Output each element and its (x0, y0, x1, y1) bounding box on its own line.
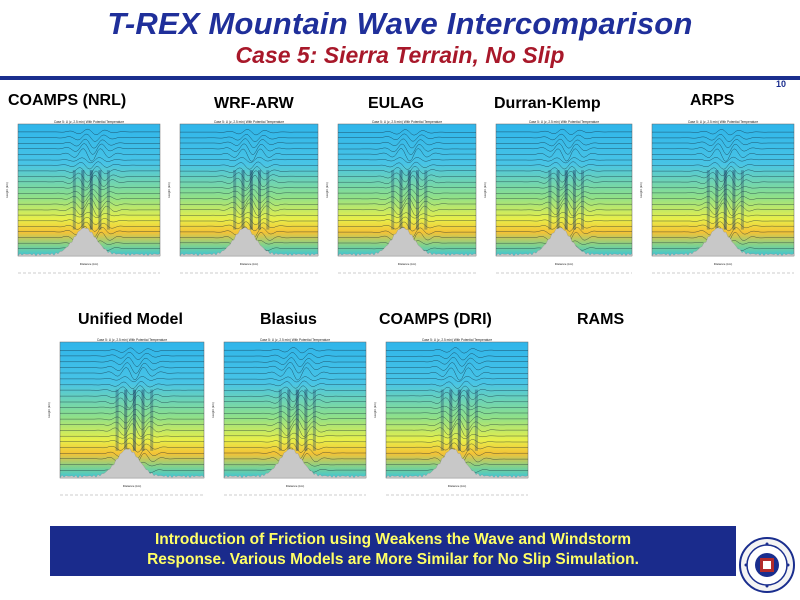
svg-text:Case 5: U (z, 2.5 min) With Po: Case 5: U (z, 2.5 min) With Potential Te… (97, 338, 167, 342)
conclusion-banner: Introduction of Friction using Weakens t… (50, 526, 736, 576)
model-label-unified-model: Unified Model (78, 311, 183, 328)
conclusion-line-2: Response. Various Models are More Simila… (147, 551, 639, 568)
page-number: 10 (776, 79, 787, 89)
svg-text:Height (km): Height (km) (167, 182, 171, 198)
svg-text:Height (km): Height (km) (325, 182, 329, 198)
conclusion-line-1: Introduction of Friction using Weakens t… (154, 531, 632, 548)
svg-text:Case 5: U (z, 2.5 min) With Po: Case 5: U (z, 2.5 min) With Potential Te… (214, 120, 284, 124)
panel-eulag: Case 5: U (z, 2.5 min) With Potential Te… (322, 116, 480, 278)
institution-seal-icon (738, 536, 796, 594)
svg-text:Distance (km): Distance (km) (123, 484, 142, 488)
svg-text:Height (km): Height (km) (47, 402, 51, 418)
title-divider (0, 76, 800, 80)
svg-text:Distance (km): Distance (km) (398, 262, 417, 266)
svg-text:Case 5: U (z, 2.5 min) With Po: Case 5: U (z, 2.5 min) With Potential Te… (422, 338, 492, 342)
svg-text:Case 5: U (z, 2.5 min) With Po: Case 5: U (z, 2.5 min) With Potential Te… (372, 120, 442, 124)
model-label-wrf-arw: WRF-ARW (214, 95, 294, 112)
slide-subtitle: Case 5: Sierra Terrain, No Slip (235, 42, 565, 68)
panel-coamps-nrl: Case 5: U (z, 2.5 min) With Potential Te… (2, 116, 164, 278)
svg-text:Distance (km): Distance (km) (286, 484, 305, 488)
panel-unified-model: Case 5: U (z, 2.5 min) With Potential Te… (44, 334, 208, 500)
panel-durran-klemp: Case 5: U (z, 2.5 min) With Potential Te… (480, 116, 636, 278)
svg-text:Case 5: U (z, 2.5 min) With Po: Case 5: U (z, 2.5 min) With Potential Te… (54, 120, 124, 124)
model-label-durran-klemp: Durran-Klemp (494, 95, 601, 112)
svg-text:Height (km): Height (km) (373, 402, 377, 418)
model-label-eulag: EULAG (368, 95, 424, 112)
svg-text:Case 5: U (z, 2.5 min) With Po: Case 5: U (z, 2.5 min) With Potential Te… (260, 338, 330, 342)
panel-coamps-dri: Case 5: U (z, 2.5 min) With Potential Te… (370, 334, 532, 500)
panel-arps: Case 5: U (z, 2.5 min) With Potential Te… (636, 116, 798, 278)
svg-text:Distance (km): Distance (km) (714, 262, 733, 266)
model-label-rams: RAMS (577, 311, 625, 328)
model-label-blasius: Blasius (260, 311, 317, 328)
svg-text:Height (km): Height (km) (5, 182, 9, 198)
svg-text:Distance (km): Distance (km) (240, 262, 259, 266)
svg-text:Distance (km): Distance (km) (555, 262, 574, 266)
svg-text:Distance (km): Distance (km) (80, 262, 99, 266)
svg-text:Height (km): Height (km) (483, 182, 487, 198)
svg-text:Height (km): Height (km) (211, 402, 215, 418)
model-label-arps: ARPS (690, 92, 735, 109)
model-label-coamps-dri: COAMPS (DRI) (379, 311, 492, 328)
model-label-coamps-nrl: COAMPS (NRL) (8, 92, 127, 109)
svg-text:Case 5: U (z, 2.5 min) With Po: Case 5: U (z, 2.5 min) With Potential Te… (529, 120, 599, 124)
panel-blasius: Case 5: U (z, 2.5 min) With Potential Te… (208, 334, 370, 500)
svg-text:Case 5: U (z, 2.5 min) With Po: Case 5: U (z, 2.5 min) With Potential Te… (688, 120, 758, 124)
svg-text:Distance (km): Distance (km) (448, 484, 467, 488)
panel-wrf-arw: Case 5: U (z, 2.5 min) With Potential Te… (164, 116, 322, 278)
svg-text:Height (km): Height (km) (639, 182, 643, 198)
slide-title: T-REX Mountain Wave Intercomparison (107, 6, 693, 41)
